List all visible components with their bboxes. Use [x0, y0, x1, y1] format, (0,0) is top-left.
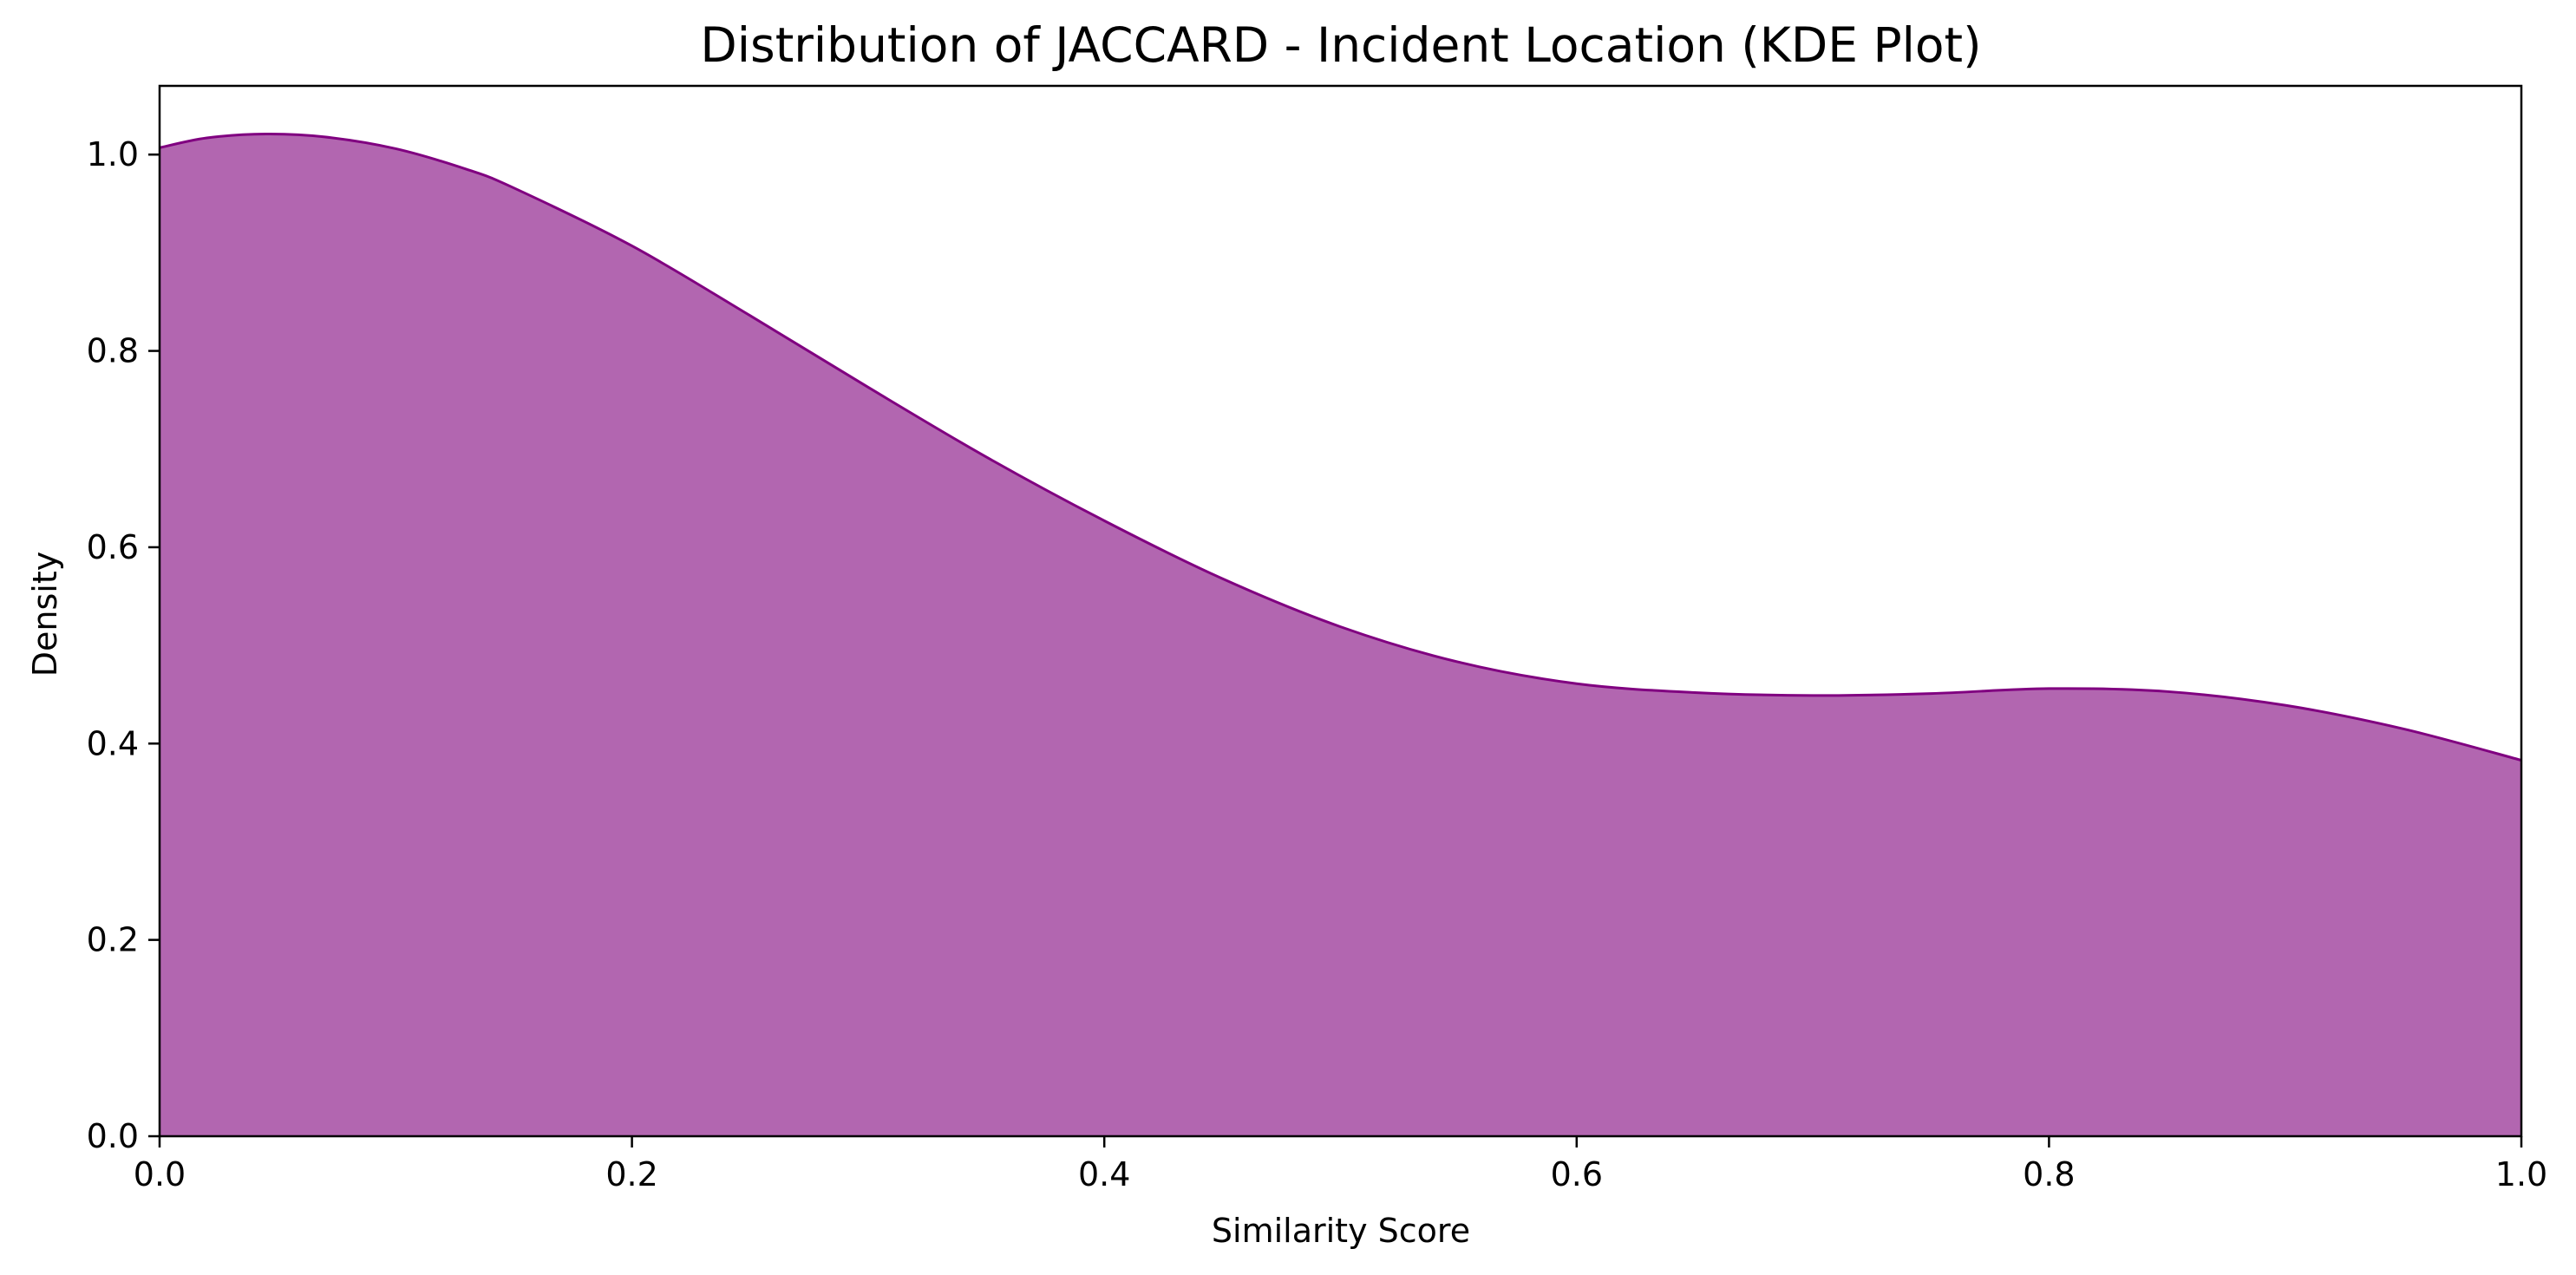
x-tick-label: 0.2	[605, 1155, 657, 1193]
x-tick-label: 0.8	[2023, 1155, 2075, 1193]
x-tick-label: 1.0	[2495, 1155, 2547, 1193]
y-tick-label: 0.4	[87, 724, 139, 762]
y-tick-label: 0.0	[87, 1117, 139, 1155]
y-axis-label: Density	[26, 552, 64, 677]
x-tick-label: 0.0	[134, 1155, 186, 1193]
y-tick-label: 1.0	[87, 135, 139, 173]
plot-area	[159, 132, 2522, 1137]
axes-frame	[158, 84, 2523, 1138]
y-tick-label: 0.8	[87, 332, 139, 370]
y-tick-label: 0.6	[87, 528, 139, 566]
x-axis-label: Similarity Score	[1212, 1212, 1470, 1250]
chart-title: Distribution of JACCARD - Incident Locat…	[700, 17, 1981, 73]
density-area-fill	[160, 134, 2521, 1137]
x-tick-label: 0.4	[1078, 1155, 1130, 1193]
x-tick-label: 0.6	[1551, 1155, 1603, 1193]
y-tick-label: 0.2	[87, 921, 139, 959]
density-curve-line	[159, 132, 2522, 762]
axes: 0.0 0.2 0.4 0.6 0.8 1.0 0.0 0.2 0.4 0.6 0.8 1.0	[87, 84, 2547, 1193]
